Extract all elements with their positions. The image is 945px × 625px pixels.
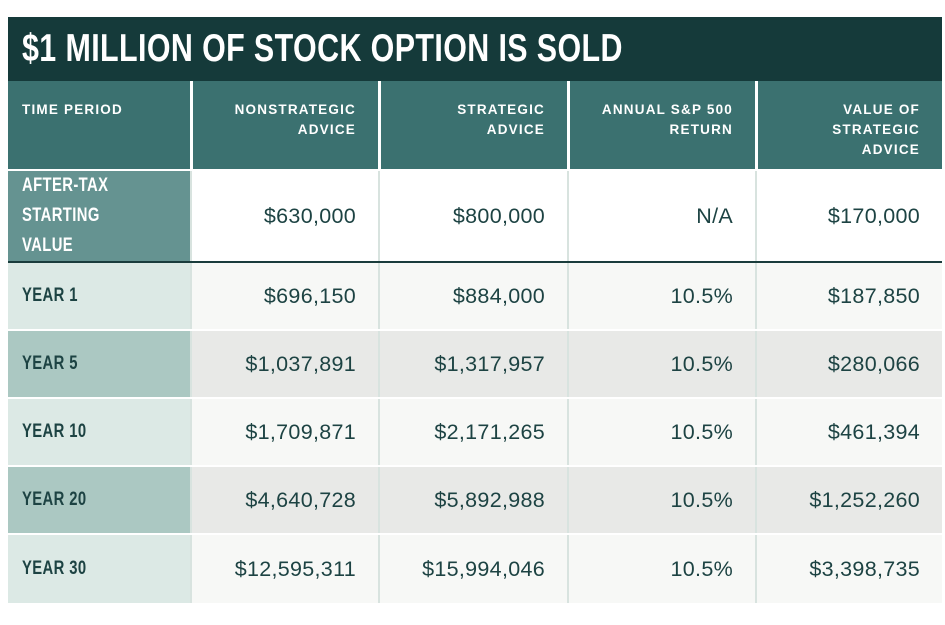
cell-sp500-return: 10.5% [567,263,755,329]
column-header-strategic-advice: STRATEGIC ADVICE [378,81,567,169]
table-header-row: TIME PERIOD NONSTRATEGIC ADVICE STRATEGI… [8,81,942,171]
column-header-annual-sp500-return: ANNUAL S&P 500 RETURN [567,81,755,169]
cell-strategic-advice: $884,000 [378,263,567,329]
cell-nonstrategic-advice: $1,037,891 [190,331,378,397]
cell-sp500-return: 10.5% [567,399,755,465]
row-label-cell: YEAR 30 [8,535,190,603]
cell-strategic-advice: $1,317,957 [378,331,567,397]
table-row-year-20: YEAR 20 $4,640,728 $5,892,988 10.5% $1,2… [8,467,942,535]
cell-sp500-return: 10.5% [567,535,755,603]
table-row-after-tax-starting-value: AFTER-TAX STARTING VALUE $630,000 $800,0… [8,171,942,263]
table-row-year-30: YEAR 30 $12,595,311 $15,994,046 10.5% $3… [8,535,942,603]
table-title-bar: $1 MILLION OF STOCK OPTION IS SOLD [8,17,942,81]
cell-strategic-advice: $5,892,988 [378,467,567,533]
row-label-cell: YEAR 10 [8,399,190,465]
row-label-cell: YEAR 1 [8,263,190,329]
row-label: YEAR 1 [22,285,78,306]
cell-strategic-advice: $2,171,265 [378,399,567,465]
cell-sp500-return: 10.5% [567,467,755,533]
row-label-cell: YEAR 20 [8,467,190,533]
cell-sp500-return: N/A [567,171,755,261]
cell-value-of-advice: $280,066 [755,331,942,397]
row-label: AFTER-TAX STARTING VALUE [22,175,109,256]
cell-nonstrategic-advice: $630,000 [190,171,378,261]
cell-value-of-advice: $461,394 [755,399,942,465]
cell-strategic-advice: $15,994,046 [378,535,567,603]
row-label: YEAR 30 [22,558,87,579]
cell-strategic-advice: $800,000 [378,171,567,261]
row-label-cell: YEAR 5 [8,331,190,397]
row-label: YEAR 5 [22,353,78,374]
column-header-nonstrategic-advice: NONSTRATEGIC ADVICE [190,81,378,169]
row-label: YEAR 20 [22,489,87,510]
cell-nonstrategic-advice: $12,595,311 [190,535,378,603]
stock-option-table: $1 MILLION OF STOCK OPTION IS SOLD TIME … [8,17,942,603]
cell-nonstrategic-advice: $696,150 [190,263,378,329]
table-row-year-5: YEAR 5 $1,037,891 $1,317,957 10.5% $280,… [8,331,942,399]
cell-value-of-advice: $3,398,735 [755,535,942,603]
column-header-time-period: TIME PERIOD [8,81,190,169]
row-label-cell: AFTER-TAX STARTING VALUE [8,171,190,261]
cell-nonstrategic-advice: $1,709,871 [190,399,378,465]
cell-nonstrategic-advice: $4,640,728 [190,467,378,533]
cell-value-of-advice: $170,000 [755,171,942,261]
table-row-year-1: YEAR 1 $696,150 $884,000 10.5% $187,850 [8,263,942,331]
cell-value-of-advice: $1,252,260 [755,467,942,533]
row-label: YEAR 10 [22,421,87,442]
table-row-year-10: YEAR 10 $1,709,871 $2,171,265 10.5% $461… [8,399,942,467]
table-title: $1 MILLION OF STOCK OPTION IS SOLD [22,27,623,70]
cell-sp500-return: 10.5% [567,331,755,397]
column-header-value-of-strategic-advice: VALUE OF STRATEGIC ADVICE [755,81,942,169]
cell-value-of-advice: $187,850 [755,263,942,329]
